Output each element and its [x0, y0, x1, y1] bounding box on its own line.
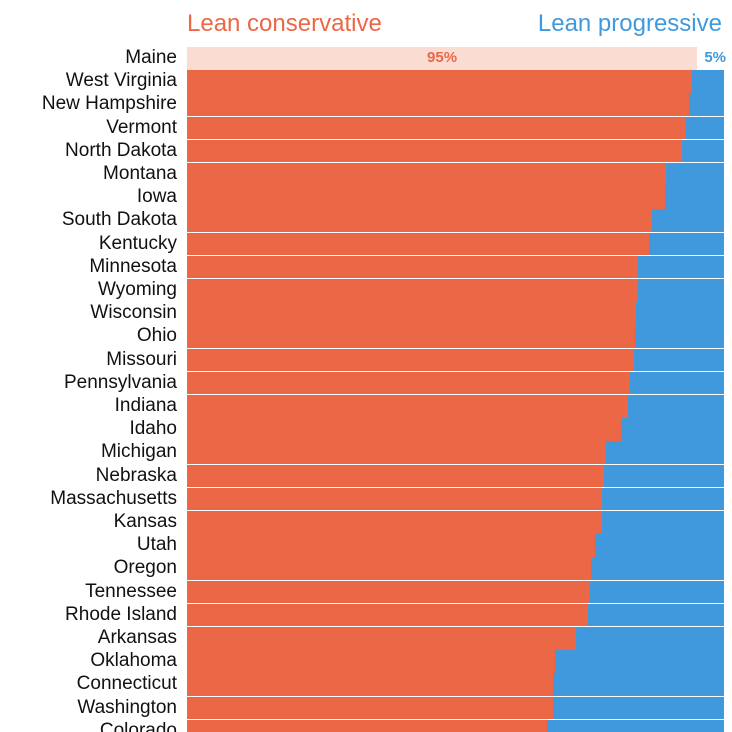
bar-conservative-wyoming[interactable]	[187, 279, 639, 302]
state-label-oklahoma: Oklahoma	[90, 650, 177, 672]
state-label-washington: Washington	[77, 696, 177, 718]
bar-conservative-nebraska[interactable]	[187, 464, 604, 488]
bar-conservative-pennsylvania[interactable]	[187, 371, 631, 395]
state-label-kentucky: Kentucky	[98, 232, 177, 254]
state-label-wisconsin: Wisconsin	[90, 302, 177, 324]
bar-progressive-indiana[interactable]	[628, 395, 724, 418]
bar-conservative-south-dakota[interactable]	[187, 209, 652, 232]
bar-conservative-connecticut[interactable]	[187, 673, 554, 696]
bar-progressive-nebraska[interactable]	[603, 464, 724, 488]
state-label-maine: Maine	[125, 47, 177, 68]
bar-progressive-pennsylvania[interactable]	[630, 371, 724, 395]
bar-conservative-indiana[interactable]	[187, 395, 629, 418]
bar-progressive-oregon[interactable]	[590, 557, 724, 580]
state-label-north-dakota: North Dakota	[65, 139, 177, 161]
bar-conservative-iowa[interactable]	[187, 186, 665, 209]
bar-conservative-michigan[interactable]	[187, 441, 606, 464]
data-label-conservative-pct: 95%	[427, 49, 458, 66]
bar-conservative-washington[interactable]	[187, 696, 554, 720]
bar-progressive-colorado[interactable]	[546, 719, 724, 732]
bar-conservative-minnesota[interactable]	[187, 255, 639, 279]
legend-lean-progressive: Lean progressive	[537, 10, 722, 37]
bar-progressive-kansas[interactable]	[601, 511, 724, 534]
bar-conservative-oregon[interactable]	[187, 557, 591, 580]
legend-lean-conservative: Lean conservative	[187, 10, 382, 37]
bar-conservative-idaho[interactable]	[187, 418, 621, 441]
bar-conservative-kentucky[interactable]	[187, 232, 649, 256]
data-label-progressive-pct: 5%	[704, 49, 726, 66]
bar-conservative-kansas[interactable]	[187, 511, 602, 534]
bar-progressive-oklahoma[interactable]	[555, 650, 724, 673]
state-label-minnesota: Minnesota	[89, 255, 177, 277]
bar-progressive-rhode-island[interactable]	[587, 603, 724, 627]
bar-progressive-vermont[interactable]	[686, 116, 724, 140]
bar-conservative-north-dakota[interactable]	[187, 139, 683, 163]
state-label-oregon: Oregon	[113, 557, 177, 579]
state-label-vermont: Vermont	[106, 116, 177, 138]
state-label-arkansas: Arkansas	[97, 627, 177, 648]
state-label-iowa: Iowa	[136, 186, 177, 208]
state-label-missouri: Missouri	[106, 348, 177, 370]
state-label-connecticut: Connecticut	[76, 673, 177, 695]
state-label-pennsylvania: Pennsylvania	[63, 371, 177, 393]
bar-progressive-washington[interactable]	[553, 696, 724, 720]
state-label-nebraska: Nebraska	[95, 464, 177, 486]
bar-progressive-kentucky[interactable]	[648, 232, 724, 256]
bar-conservative-maine[interactable]	[187, 47, 698, 70]
bar-conservative-oklahoma[interactable]	[187, 650, 556, 673]
bar-progressive-maine[interactable]	[697, 47, 724, 70]
state-label-kansas: Kansas	[113, 511, 177, 532]
state-label-montana: Montana	[103, 163, 177, 184]
bar-progressive-utah[interactable]	[595, 534, 724, 557]
bar-progressive-massachusetts[interactable]	[601, 487, 724, 511]
bar-progressive-arkansas[interactable]	[575, 627, 724, 650]
bar-conservative-west-virginia[interactable]	[187, 70, 692, 93]
bar-progressive-iowa[interactable]	[664, 186, 724, 209]
bar-conservative-vermont[interactable]	[187, 116, 687, 140]
state-label-new-hampshire: New Hampshire	[41, 93, 177, 115]
bar-conservative-arkansas[interactable]	[187, 627, 576, 650]
state-label-wyoming: Wyoming	[97, 279, 177, 300]
bar-conservative-tennessee[interactable]	[187, 580, 590, 604]
bar-progressive-missouri[interactable]	[633, 348, 724, 372]
bar-progressive-minnesota[interactable]	[638, 255, 724, 279]
bar-conservative-montana[interactable]	[187, 163, 666, 186]
bar-progressive-connecticut[interactable]	[553, 673, 724, 696]
bar-progressive-south-dakota[interactable]	[651, 209, 724, 232]
bar-conservative-colorado[interactable]	[187, 719, 547, 732]
bar-conservative-new-hampshire[interactable]	[187, 93, 690, 116]
state-label-west-virginia: West Virginia	[65, 70, 177, 92]
bar-conservative-ohio[interactable]	[187, 325, 635, 348]
bar-progressive-tennessee[interactable]	[589, 580, 724, 604]
bar-conservative-massachusetts[interactable]	[187, 487, 602, 511]
state-label-ohio: Ohio	[136, 325, 177, 347]
state-label-colorado: Colorado	[99, 719, 177, 732]
state-label-tennessee: Tennessee	[85, 580, 177, 602]
bar-conservative-rhode-island[interactable]	[187, 603, 588, 627]
state-label-massachusetts: Massachusetts	[50, 487, 177, 509]
state-label-utah: Utah	[136, 534, 177, 556]
bar-progressive-wisconsin[interactable]	[635, 302, 724, 325]
bar-progressive-ohio[interactable]	[634, 325, 724, 348]
state-label-michigan: Michigan	[100, 441, 177, 463]
bar-conservative-wisconsin[interactable]	[187, 302, 636, 325]
bar-progressive-new-hampshire[interactable]	[689, 93, 724, 116]
bar-progressive-montana[interactable]	[666, 163, 724, 186]
state-label-rhode-island: Rhode Island	[65, 603, 177, 625]
bar-progressive-north-dakota[interactable]	[682, 139, 724, 163]
bar-conservative-missouri[interactable]	[187, 348, 634, 372]
bar-progressive-idaho[interactable]	[620, 418, 724, 441]
state-label-indiana: Indiana	[114, 395, 177, 416]
bar-conservative-utah[interactable]	[187, 534, 596, 557]
bar-progressive-west-virginia[interactable]	[691, 70, 724, 93]
bar-progressive-michigan[interactable]	[605, 441, 724, 464]
bar-progressive-wyoming[interactable]	[638, 279, 724, 302]
state-label-idaho: Idaho	[129, 418, 177, 440]
state-label-south-dakota: South Dakota	[61, 209, 177, 231]
